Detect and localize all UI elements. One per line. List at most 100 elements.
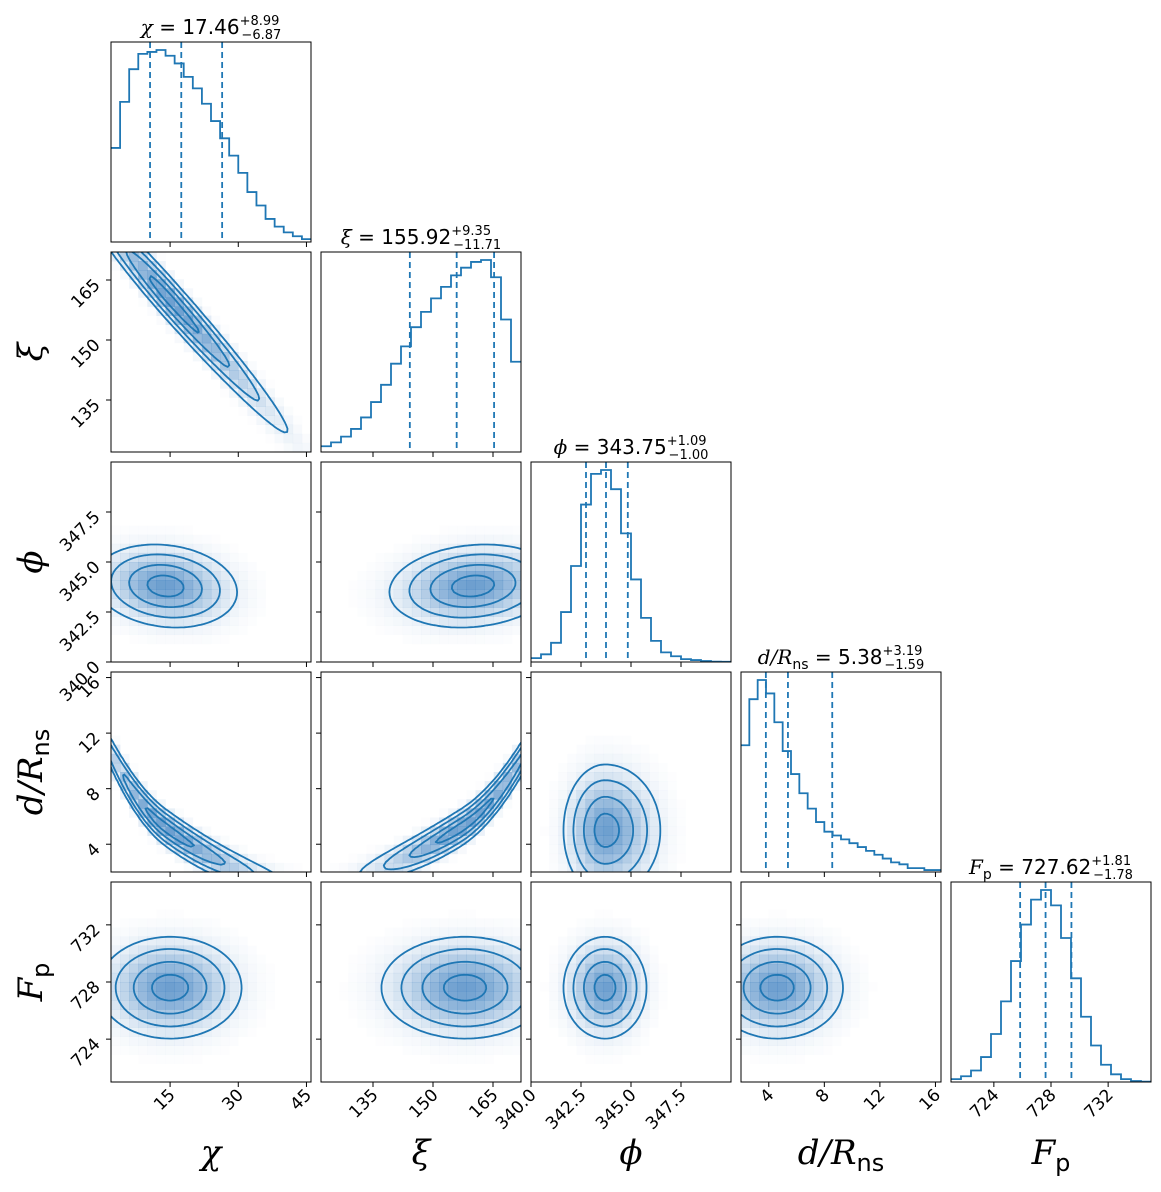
density-bin <box>493 991 504 1001</box>
density-bin <box>558 1000 568 1010</box>
density-bin <box>256 982 265 991</box>
density-bin <box>475 562 485 572</box>
density-bin <box>238 370 248 380</box>
density-bin <box>247 416 256 425</box>
density-bin <box>457 589 467 599</box>
density-bin <box>402 1027 413 1037</box>
contour-line <box>151 973 190 1002</box>
density-bin <box>421 927 431 937</box>
density-bin <box>795 927 805 937</box>
density-bin <box>229 397 238 406</box>
hist-bin-phi <box>561 612 571 662</box>
density-bin <box>493 972 504 983</box>
density-bin <box>366 991 376 1001</box>
density-bin <box>238 617 247 626</box>
density-bin <box>511 762 521 773</box>
x-tick-label-d_over_Rns: 4 <box>757 1085 779 1107</box>
density-bin <box>768 945 778 956</box>
contour-line <box>111 553 221 619</box>
density-bin <box>448 607 458 617</box>
density-bin <box>184 535 193 544</box>
density-bin <box>156 1055 165 1064</box>
density-bin <box>138 1027 148 1037</box>
density-bin <box>220 379 230 389</box>
contour-line <box>144 807 195 848</box>
density-bin <box>676 827 685 836</box>
density-bin <box>439 1027 449 1037</box>
density-bin <box>494 635 503 644</box>
hist-bin-xi <box>461 268 471 452</box>
density-bin <box>156 1018 166 1028</box>
contour-line <box>593 812 620 848</box>
density-bin <box>612 982 623 992</box>
density-bin <box>156 625 166 636</box>
hist-bin-chi <box>266 219 275 242</box>
density-bin <box>439 817 449 827</box>
density-bin <box>439 991 449 1001</box>
density-bin <box>138 991 148 1001</box>
density-bin <box>750 936 760 946</box>
density-bin <box>649 955 658 964</box>
x-axis-label-phi: ϕ <box>619 1133 642 1173</box>
density-bin <box>585 853 595 864</box>
density-bin <box>111 543 121 554</box>
density-bin <box>457 1055 466 1064</box>
density-bin <box>120 936 130 946</box>
density-bin <box>411 954 422 965</box>
density-bin <box>594 1036 605 1046</box>
density-bin <box>612 1009 623 1019</box>
density-bin <box>183 972 194 983</box>
density-bin <box>448 963 458 974</box>
density-bin <box>147 270 157 280</box>
density-bin <box>402 598 413 608</box>
density-bin <box>120 991 130 1001</box>
density-bin <box>138 625 148 636</box>
density-bin <box>348 982 357 991</box>
contour-line <box>380 935 521 1040</box>
density-bin <box>384 598 395 608</box>
density-bin <box>129 1009 139 1019</box>
density-bin <box>466 625 476 636</box>
density-bin <box>174 534 185 545</box>
density-bin <box>375 991 385 1001</box>
density-bin <box>612 936 623 946</box>
density-bin <box>192 306 203 316</box>
density-bin <box>111 1000 121 1010</box>
density-bin <box>457 1036 467 1046</box>
density-bin <box>156 580 166 590</box>
density-bin <box>120 772 130 782</box>
density-bin <box>640 862 650 872</box>
density-bin <box>503 1046 512 1055</box>
density-bin <box>192 982 203 992</box>
density-bin <box>421 1036 431 1046</box>
density-bin <box>786 1027 796 1037</box>
density-bin <box>786 954 796 965</box>
density-bin <box>613 1046 622 1055</box>
density-bin <box>475 534 485 545</box>
density-bin <box>147 562 157 572</box>
density-bin <box>448 936 458 946</box>
density-bin <box>129 635 138 644</box>
density-bin <box>165 982 175 992</box>
density-bin <box>247 388 257 398</box>
hist-bin-d_over_Rns <box>749 699 757 872</box>
density-bin <box>211 835 221 846</box>
density-bin <box>129 534 139 545</box>
density-bin <box>484 927 495 937</box>
density-bin <box>357 946 366 955</box>
density-bin <box>567 826 577 836</box>
density-bin <box>476 1055 485 1064</box>
density-bin <box>549 817 558 826</box>
density-bin <box>366 955 375 964</box>
density-bin <box>111 1046 120 1055</box>
density-bin <box>256 571 265 580</box>
density-bin <box>129 1018 139 1028</box>
density-bin <box>484 552 495 563</box>
density-bin <box>402 963 413 974</box>
density-bin <box>402 991 413 1001</box>
density-bin <box>485 1046 494 1055</box>
density-bin <box>841 991 851 1001</box>
density-bin <box>393 844 404 855</box>
density-bin <box>759 954 769 965</box>
